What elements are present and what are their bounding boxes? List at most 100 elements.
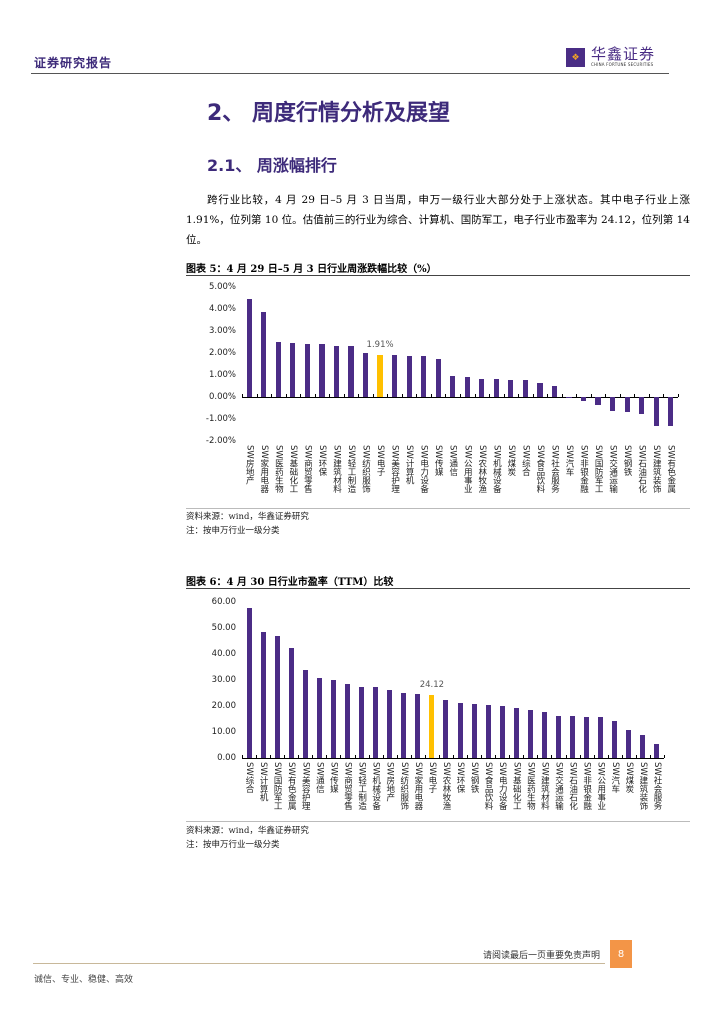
bar [640,735,646,758]
figure6-top-rule [186,588,690,589]
bar [639,397,645,415]
bar [373,687,379,758]
x-axis-tick [271,394,273,397]
x-axis-tick [649,755,651,758]
figure5-bottom-rule [186,508,690,509]
company-slogan: 诚信、专业、稳健、高效 [34,975,134,985]
bar [290,342,296,397]
x-category-label: SW通信 [447,445,458,476]
y-tick-label: 40.00 [211,649,236,659]
x-category-label: SW有色金属 [286,762,297,810]
x-category-label: SW房地产 [244,445,255,485]
x-category-label: SW农林牧渔 [440,762,451,810]
x-axis-tick [663,394,665,397]
figure6-source: 资料来源：wind，华鑫证券研究 [186,826,309,836]
x-category-label: SW商贸零售 [342,762,353,810]
x-axis-tick [340,755,342,758]
x-category-label: SW轻工制造 [346,445,356,493]
bar [261,311,267,397]
x-category-label: SW传媒 [328,762,339,793]
report-type-label: 证券研究报告 [34,56,113,70]
bar [471,704,477,758]
x-category-label: SW石油石化 [636,445,647,493]
y-tick-label: 3.00% [208,326,236,336]
x-axis-tick [396,755,398,758]
bar [415,694,421,758]
x-axis-tick [358,394,360,397]
data-label: 1.91% [366,339,394,350]
x-category-label: SW公用事业 [462,445,473,493]
x-category-label: SW交通运输 [553,762,564,810]
x-axis-tick [430,394,432,397]
bar [522,380,528,397]
x-category-label: SW纺织服饰 [360,445,371,493]
x-axis-tick [312,755,314,758]
y-tick-label: 5.00% [208,282,236,292]
bar [541,712,547,758]
bar [626,729,632,758]
figure6-title: 图表 6：4 月 30 日行业市盈率（TTM）比较 [186,577,394,588]
bar [479,378,485,397]
bar [584,717,590,758]
y-tick-label: 10.00 [211,727,236,737]
y-tick-label: -1.00% [205,414,236,424]
x-axis-tick [270,755,272,758]
y-tick-label: 30.00 [211,675,236,685]
x-category-label: SW通信 [314,762,325,793]
x-axis-tick [416,394,418,397]
bar [464,377,470,397]
bar [246,607,252,758]
bar [362,353,369,397]
x-category-label: SW非银金融 [578,445,589,493]
bar [527,710,533,758]
x-category-label: SW电子 [426,762,437,793]
x-category-label: SW计算机 [404,445,415,485]
x-axis-tick [593,755,595,758]
x-axis-tick [410,755,412,758]
x-category-label: SW环保 [455,762,466,793]
x-axis-tick [256,755,258,758]
bar [450,375,456,397]
x-axis-tick [242,394,243,397]
bar [275,342,281,397]
x-category-label: SW商贸零售 [302,445,313,493]
x-axis-tick [523,755,525,758]
x-axis-tick [372,394,374,397]
bar [401,693,407,758]
x-axis-tick [460,394,461,397]
bar [435,359,441,397]
x-category-label: SW美容护理 [389,445,400,493]
x-axis-tick [561,394,563,397]
data-label: 24.12 [419,680,445,691]
bar [260,631,266,758]
bar [316,677,322,758]
bar [624,397,630,413]
x-category-label: SW钢铁 [622,445,633,476]
x-axis-tick [576,394,578,397]
bar [654,743,660,758]
x-axis-tick [445,394,447,397]
bar [598,717,604,758]
x-category-label: SW农林牧渔 [476,445,487,493]
y-tick-label: 1.00% [208,370,236,380]
x-category-label: SW交通运输 [607,445,618,493]
x-axis-tick [489,394,491,397]
bar [387,690,393,758]
x-axis-tick [329,394,331,397]
x-category-label: SW综合 [520,445,531,476]
x-axis-line [242,397,678,398]
x-category-label: SW社会服务 [549,445,560,493]
x-axis-tick [382,755,384,758]
logo-chinese-name: 华鑫证券 [591,45,656,63]
x-category-label: SW电力设备 [418,445,429,493]
x-axis-tick [300,394,302,397]
x-axis-tick [467,755,469,758]
x-category-label: SW计算机 [258,762,269,802]
company-logo: ❖ 华鑫证券 CHINA FORTUNE SECURITIES [566,47,655,68]
page-number: 8 [610,940,632,968]
logo-english-name: CHINA FORTUNE SECURITIES [591,62,654,67]
highlighted-bar [377,354,383,397]
x-axis-tick [326,755,328,758]
subsection-heading: 2.1、 周涨幅排行 [207,156,337,175]
x-category-label: SW综合 [244,762,255,793]
